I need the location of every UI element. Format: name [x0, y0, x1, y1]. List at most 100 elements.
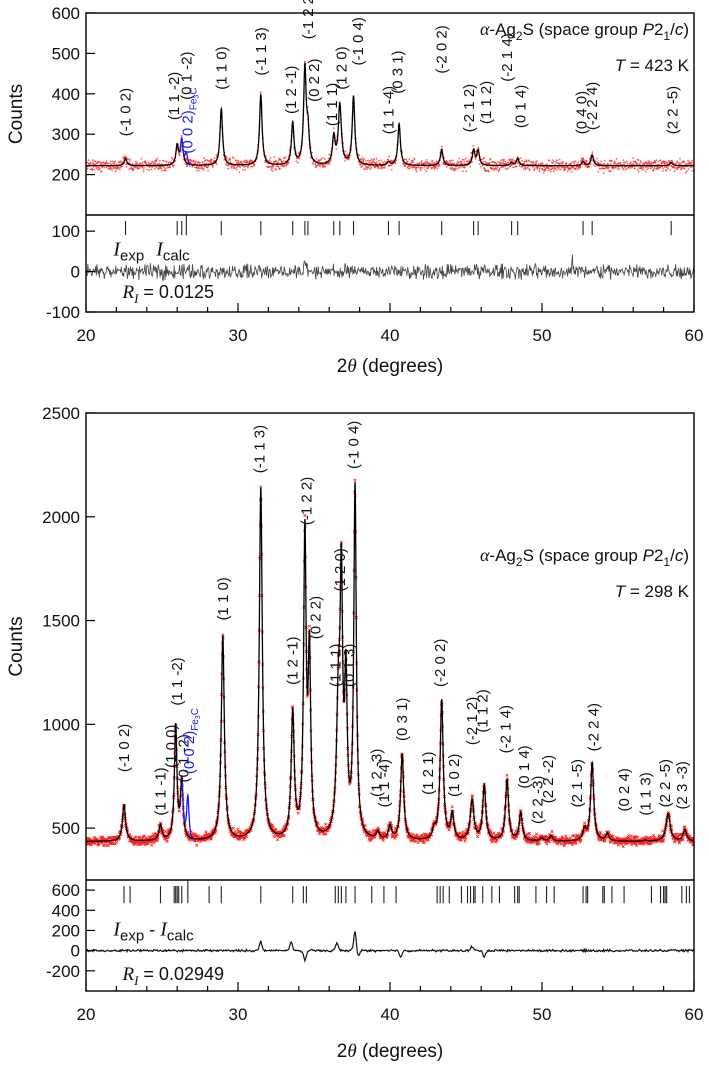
y-axis-title: Counts	[6, 84, 27, 144]
axes: 20 30 40 50 60 200 300 400 500 600 -100 0 100	[46, 4, 703, 345]
hkl-label: (-1 2 2)	[298, 477, 315, 525]
x-tick-label: 20	[77, 1005, 96, 1024]
hkl-label: (1 1 -4)	[380, 86, 397, 134]
hkl-label: (-2 1 4)	[499, 33, 516, 81]
y-tick-label: 0	[71, 263, 80, 282]
hkl-label: (-2 0 2)	[434, 25, 451, 73]
x-axis-title: 2θ (degrees)	[337, 1041, 444, 1062]
residual-curve	[86, 931, 694, 963]
main-plot-area	[86, 60, 694, 175]
hkl-label: (1 1 0)	[215, 577, 232, 620]
hkl-label: (1 1 -2)	[166, 72, 183, 120]
fe3c-label: (0 0 2)Fe3C	[179, 87, 200, 153]
fe3c-label: (0 0 2)Fe3C	[181, 708, 202, 774]
x-tick-label: 60	[685, 326, 704, 345]
hkl-label: (0 1 3)	[341, 644, 358, 687]
y-tick-label: 1000	[42, 715, 80, 734]
x-tick-label: 30	[229, 1005, 248, 1024]
axes: 20 30 40 50 60 500 1000 1500 2000 2500 -2000 200400…	[42, 404, 703, 1024]
y-tick-label: -100	[46, 303, 80, 322]
residual-plot-area	[86, 254, 694, 282]
hkl-label: (2 2 -5)	[665, 86, 682, 134]
y-tick-label: 2500	[42, 404, 80, 423]
temperature-label: T = 298 K	[615, 582, 690, 601]
hkl-label: (1 1 1)	[324, 83, 341, 126]
y-tick-label: 400	[52, 85, 80, 104]
r-factor-label: RI = 0.0125	[121, 282, 214, 306]
calculated-curve	[86, 62, 694, 167]
x-tick-label: 20	[77, 326, 96, 345]
fe3c-peak-curve	[181, 776, 195, 839]
hkl-label: (0 1 -2)	[178, 52, 195, 100]
y-tick-label: 500	[52, 44, 80, 63]
hkl-label: (-1 0 4)	[346, 421, 363, 469]
main-plot-area	[86, 478, 694, 849]
hkl-label: (0 1 4)	[516, 745, 533, 788]
hkl-label: (1 1 -4)	[376, 759, 393, 807]
y-tick-label: 1500	[42, 612, 80, 631]
hkl-label: (1 1 3)	[637, 772, 654, 815]
hkl-label: (1 1 2)	[478, 81, 495, 124]
hkl-label: (0 2 2)	[308, 596, 325, 639]
y-tick-label: 600	[52, 881, 80, 900]
hkl-label: (-1 2 2)	[300, 0, 317, 39]
x-tick-label: 40	[381, 326, 400, 345]
residual-curve	[86, 254, 694, 282]
bragg-reflection-ticks	[124, 215, 672, 236]
hkl-label: (0 1 -2)	[175, 734, 192, 782]
calculated-curve	[86, 481, 694, 842]
y-tick-label: 200	[52, 921, 80, 940]
hkl-label: (1 2 -3)	[368, 749, 385, 797]
x-tick-label: 30	[229, 326, 248, 345]
y-tick-label: 300	[52, 125, 80, 144]
temperature-label: T = 423 K	[615, 56, 690, 75]
hkl-label: (-2 0 2)	[432, 639, 449, 687]
hkl-label: (1 0 2)	[446, 754, 463, 797]
x-tick-label: 60	[685, 1005, 704, 1024]
y-tick-label: 400	[52, 901, 80, 920]
hkl-label: (1 2 0)	[332, 548, 349, 591]
y-axis-title: Counts	[6, 616, 27, 676]
y-tick-label: 2000	[42, 508, 80, 527]
hkl-label: (-1 0 2)	[116, 724, 133, 772]
hkl-label: (-1 1 3)	[251, 425, 268, 473]
fe3c-peak-curve	[179, 136, 193, 166]
y-tick-label: 500	[52, 819, 80, 838]
hkl-label: (1 2 0)	[333, 46, 350, 89]
hkl-label: (-2 2 4)	[584, 82, 601, 130]
hkl-labels: (-1 0 2)(1 1 -1)(1 0 0)(1 1 -2)(0 1 -2)(…	[116, 421, 691, 824]
panel-298K: (-1 0 2)(1 1 -1)(1 0 0)(1 1 -2)(0 1 -2)(…	[6, 404, 703, 1062]
hkl-label: (0 3 1)	[390, 50, 407, 93]
hkl-label: (1 1 -2)	[169, 657, 186, 705]
hkl-label: (1 1 0)	[213, 46, 230, 89]
hkl-label: (-2 1 4)	[498, 705, 515, 753]
hkl-label: (2 2 -5)	[657, 759, 674, 807]
hkl-label: (1 1 1)	[327, 644, 344, 687]
hkl-label: (1 0 0)	[163, 725, 180, 768]
bragg-reflection-ticks	[123, 880, 690, 904]
y-tick-label: 600	[52, 4, 80, 23]
y-tick-label: -200	[46, 962, 80, 981]
residual-label: Iexp - Icalc	[112, 919, 194, 945]
hkl-label: (0 2 2)	[306, 59, 323, 102]
hkl-label: (0 3 1)	[394, 698, 411, 741]
phase-title: α-Ag2S (space group P21/c)	[480, 545, 689, 569]
hkl-label: (2 2 -2)	[540, 755, 557, 803]
hkl-label: (-1 1 3)	[253, 27, 270, 75]
residual-plot-area	[86, 931, 694, 963]
hkl-label: (-2 1 2)	[464, 697, 481, 745]
y-tick-label: 100	[52, 222, 80, 241]
x-tick-label: 40	[381, 1005, 400, 1024]
phase-title: α-Ag2S (space group P21/c)	[480, 19, 689, 43]
hkl-label: (0 4 0)	[574, 91, 591, 134]
hkl-label: (2 3 -3)	[674, 761, 691, 809]
hkl-label: (-1 0 4)	[350, 17, 367, 65]
hkl-label: (2 2 -3)	[529, 776, 546, 824]
hkl-label: (0 2 4)	[616, 768, 633, 811]
hkl-label: (-2 1 2)	[461, 84, 478, 132]
panel-423K: (-1 0 2) (1 1 -2)(0 1 -2) (1 1 0) (-1 1 3) (…	[6, 0, 703, 377]
hkl-label: (2 1 -5)	[569, 759, 586, 807]
hkl-label: (0 1 4)	[513, 85, 530, 128]
r-factor-label: RI = 0.02949	[121, 964, 224, 988]
